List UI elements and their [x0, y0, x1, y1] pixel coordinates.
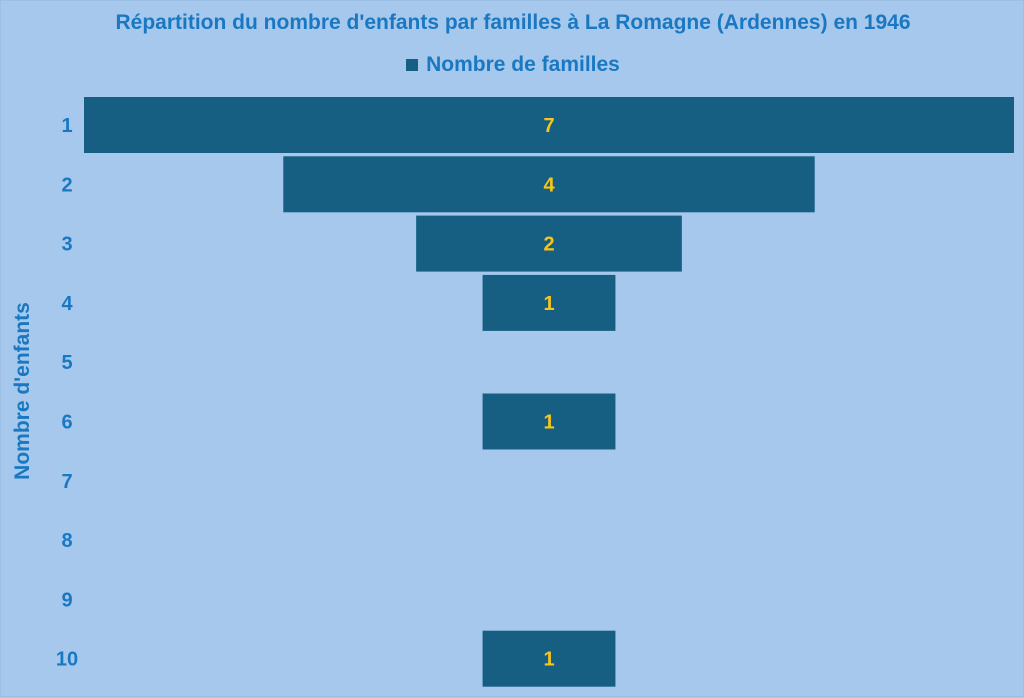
y-tick-label: 1: [61, 115, 72, 137]
bar-data-label: 4: [543, 174, 555, 196]
legend-swatch-icon: [406, 59, 419, 71]
bar-data-label: 1: [543, 293, 554, 315]
bar: [84, 97, 1014, 153]
bar: [482, 393, 616, 450]
y-tick-label: 9: [61, 589, 72, 611]
bar-data-label: 7: [543, 115, 554, 137]
legend-label: Nombre de familles: [426, 53, 620, 76]
bar-data-label: 1: [543, 412, 554, 434]
bar-data-label: 1: [543, 649, 554, 671]
y-tick-label: 7: [61, 471, 72, 493]
bar: [482, 274, 616, 331]
y-tick-label: 2: [61, 174, 72, 196]
bar: [482, 630, 616, 687]
y-tick-label: 5: [61, 352, 72, 374]
y-tick-label: 6: [61, 412, 72, 434]
y-tick-label: 8: [61, 530, 72, 552]
chart-title: Répartition du nombre d'enfants par fami…: [115, 11, 911, 34]
y-tick-label: 4: [61, 293, 73, 315]
y-tick-label: 3: [61, 234, 72, 256]
y-tick-label: 10: [56, 649, 78, 671]
bar-data-label: 2: [543, 234, 554, 256]
legend: Nombre de familles: [1, 53, 1024, 77]
bar: [416, 215, 682, 272]
bar: [283, 156, 815, 213]
